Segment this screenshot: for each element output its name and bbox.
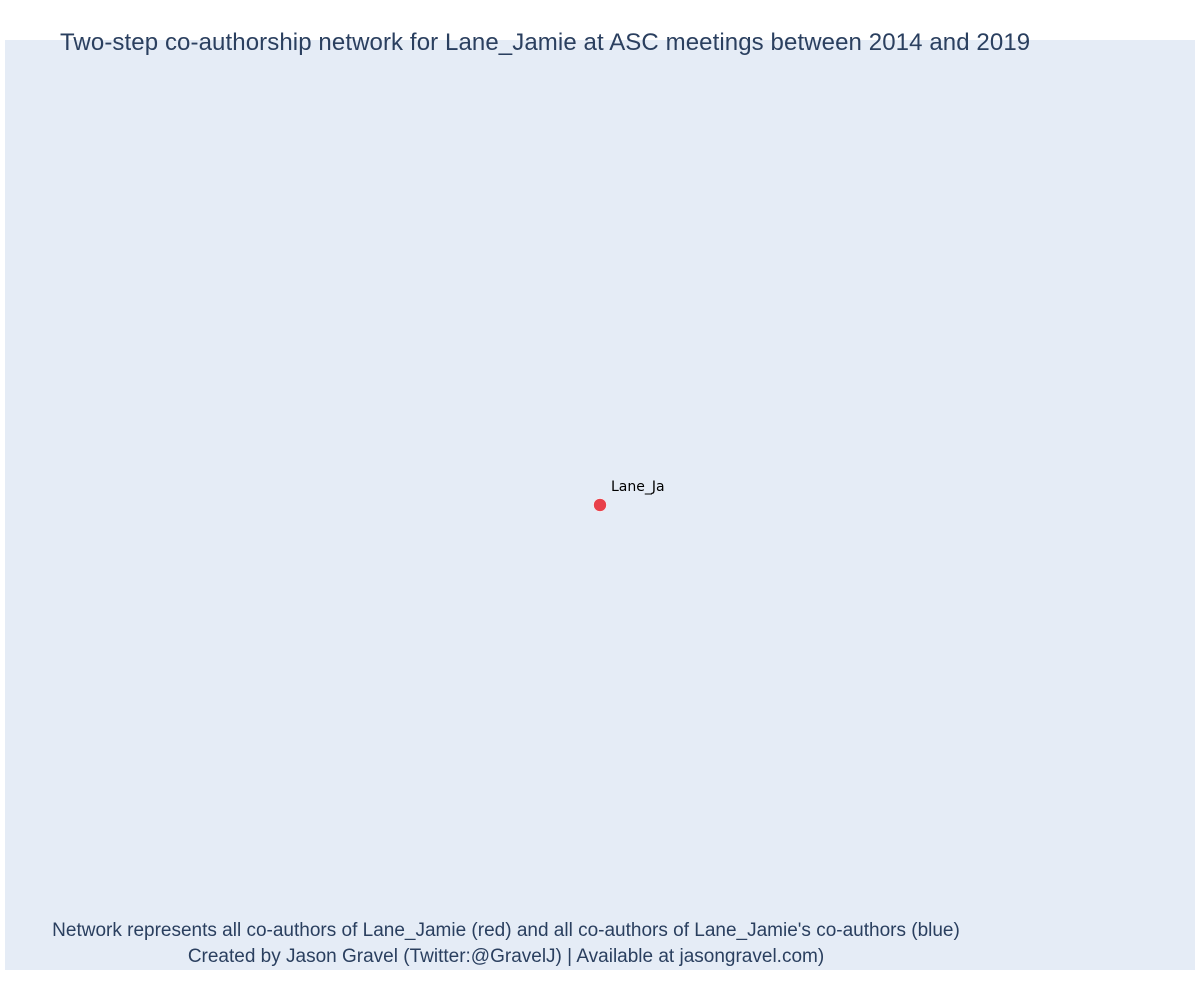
caption: Network represents all co-authors of Lan… — [0, 918, 1012, 970]
node-label: Lane_Ja — [611, 479, 665, 495]
caption-line-2: Created by Jason Gravel (Twitter:@Gravel… — [187, 946, 825, 967]
chart-title: Two-step co-authorship network for Lane_… — [60, 29, 1031, 56]
node-lane-jamie[interactable] — [593, 498, 607, 512]
nodes-layer: Lane_Ja — [593, 479, 665, 512]
caption-line-1: Network represents all co-authors of Lan… — [52, 920, 960, 941]
